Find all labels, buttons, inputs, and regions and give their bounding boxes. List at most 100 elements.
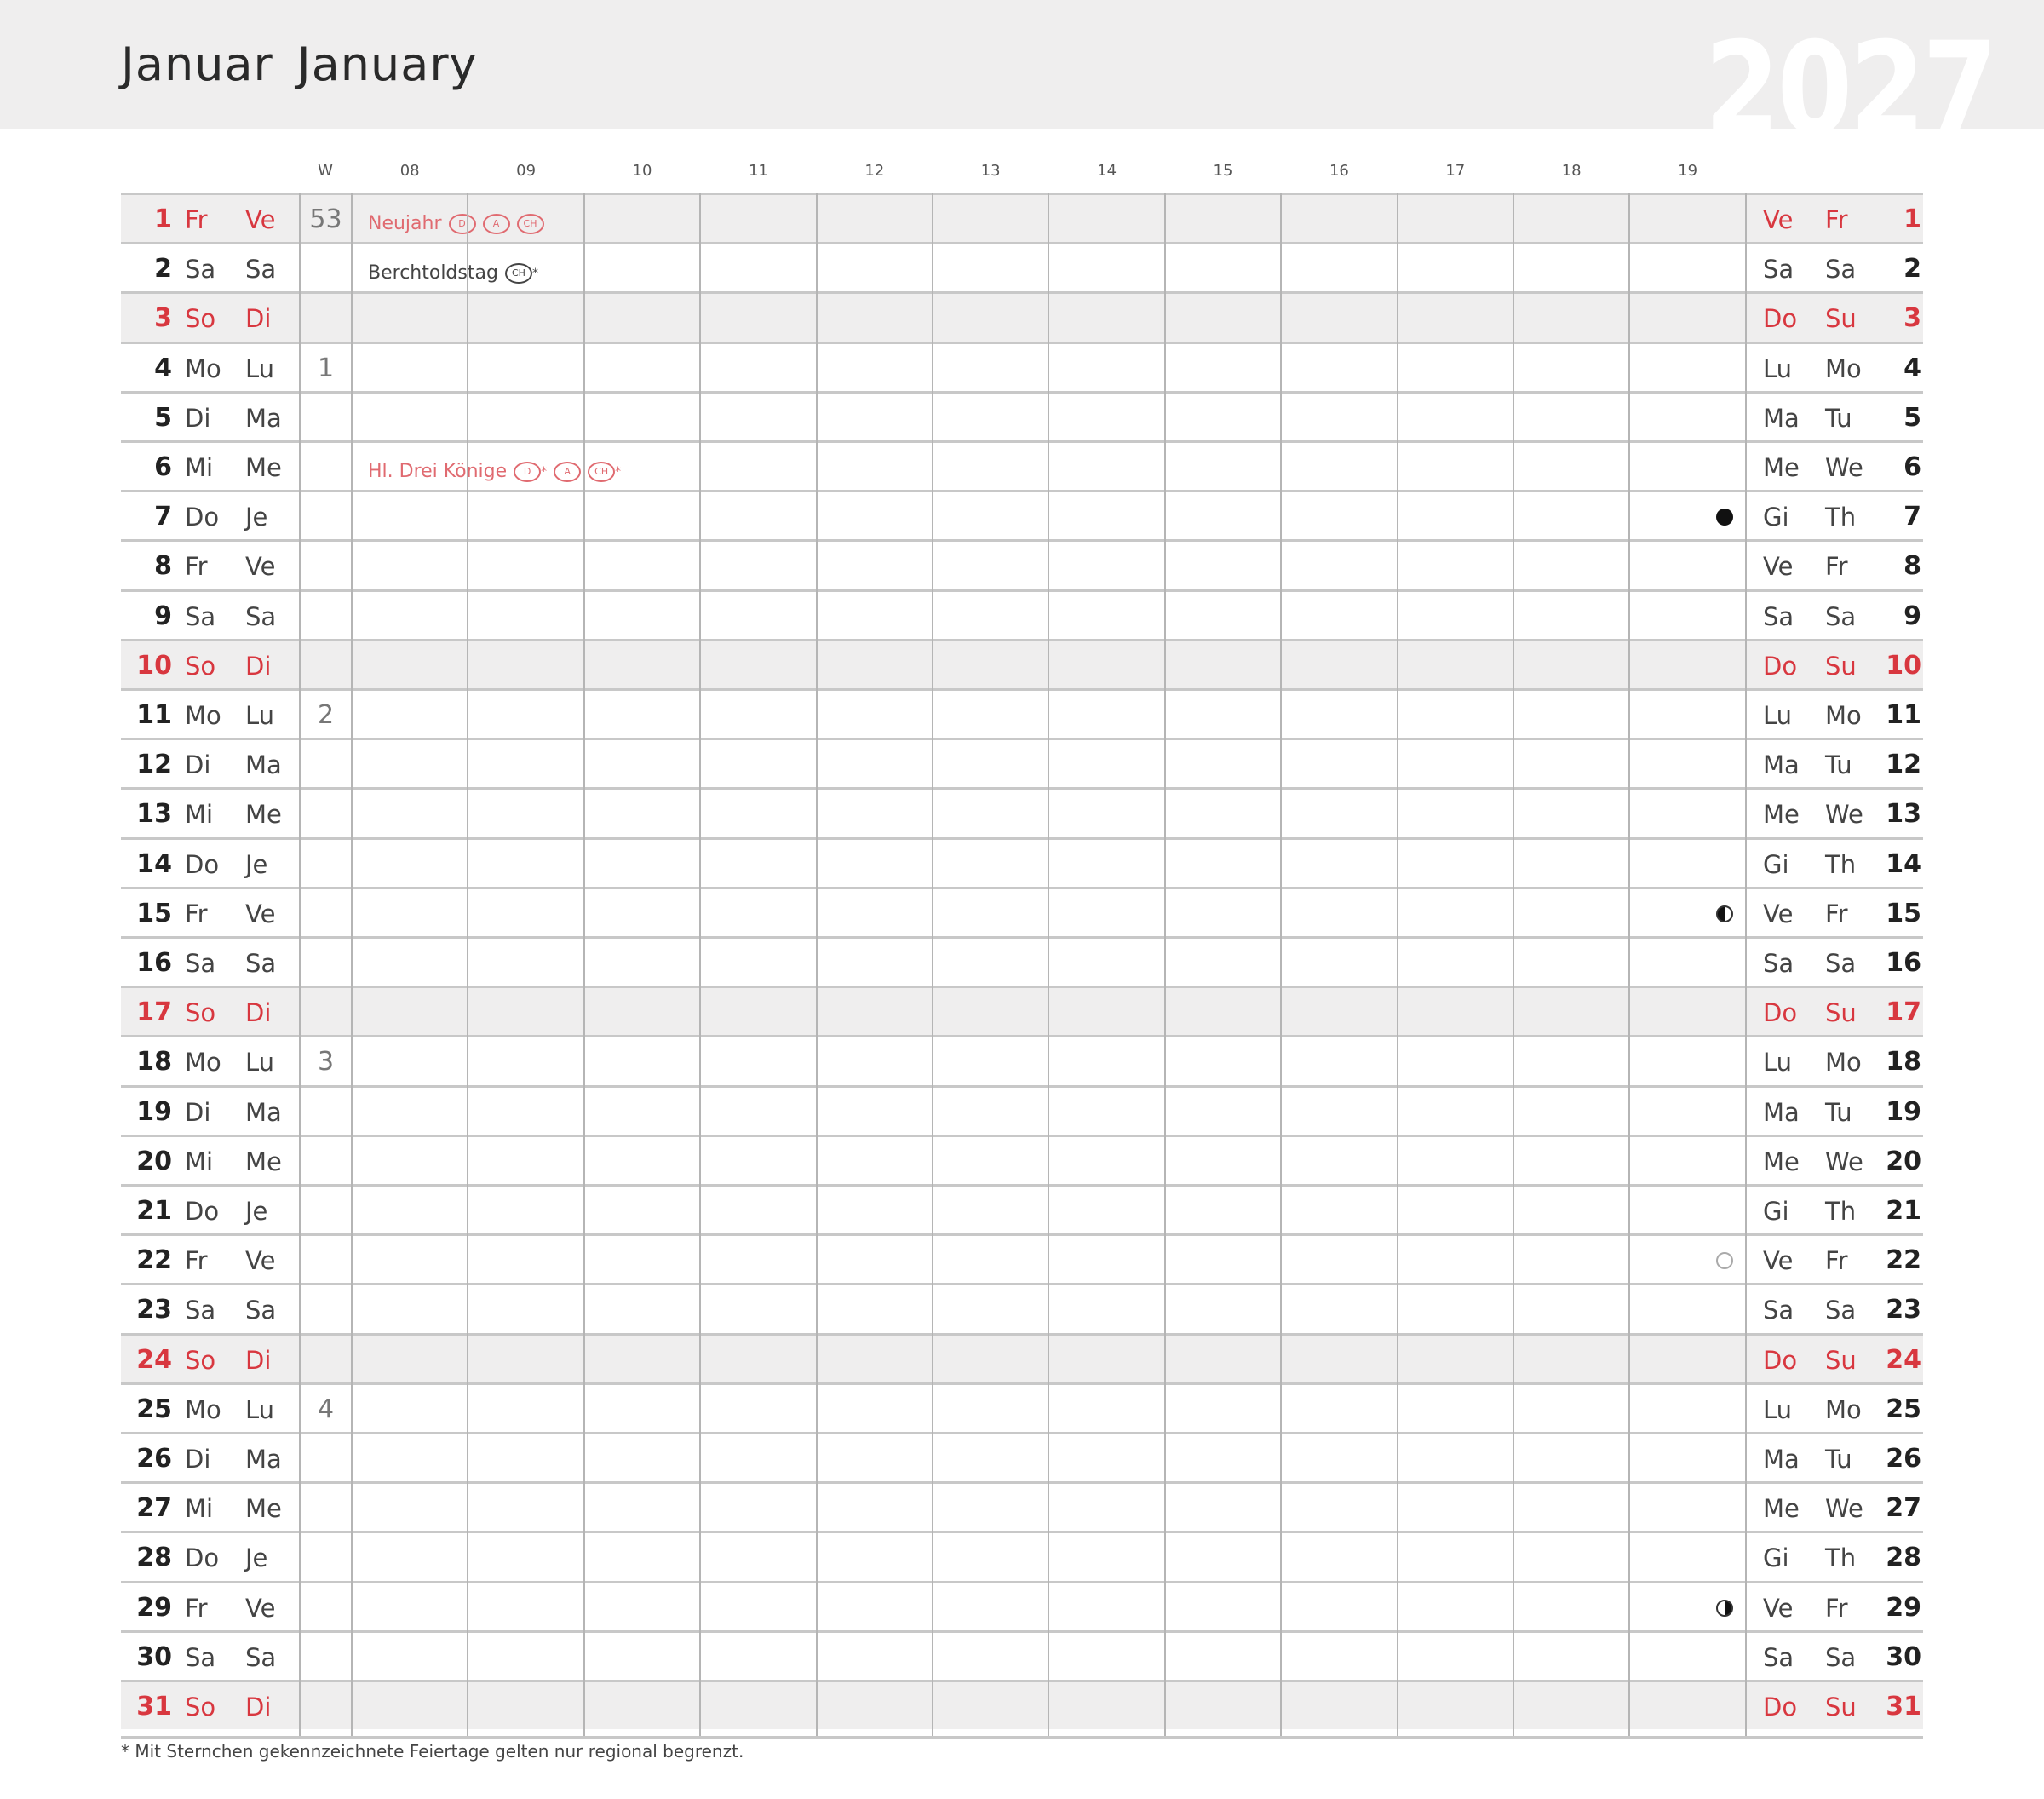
weekday-en: Mo	[1825, 701, 1862, 730]
last-quarter-icon	[1716, 1599, 1733, 1617]
weekday-it: Ve	[1763, 552, 1794, 582]
weekday-fr: Sa	[245, 1296, 277, 1325]
day-number-right: 5	[1903, 402, 1921, 433]
country-badge-icon: CH	[588, 462, 616, 482]
weekday-de: Mo	[185, 1394, 221, 1424]
day-row[interactable]: 27 Mi Me Me We 27	[121, 1481, 1923, 1531]
weekday-en: Th	[1825, 503, 1857, 532]
day-row[interactable]: 13 Mi Me Me We 13	[121, 787, 1923, 836]
weekday-fr: Ve	[245, 552, 276, 582]
day-row[interactable]: 28 Do Je Gi Th 28	[121, 1531, 1923, 1580]
day-row[interactable]: 17 So Di Do Su 17	[121, 986, 1923, 1036]
day-row[interactable]: 26 Di Ma Ma Tu 26	[121, 1432, 1923, 1481]
weekday-it: Ve	[1763, 205, 1794, 234]
day-row[interactable]: 31 So Di Do Su 31	[121, 1680, 1923, 1730]
holiday-label: Berchtoldstag CH *	[368, 259, 538, 288]
day-row[interactable]: 20 Mi Me Me We 20	[121, 1134, 1923, 1184]
day-number: 14	[136, 848, 172, 879]
day-row[interactable]: 23 Sa Sa Sa Sa 23	[121, 1283, 1923, 1332]
weekday-fr: Lu	[245, 353, 275, 383]
weekday-de: Do	[185, 849, 220, 879]
day-number-right: 16	[1886, 948, 1921, 978]
day-number: 24	[136, 1344, 172, 1375]
day-row[interactable]: 25 Mo Lu 4 Lu Mo 25	[121, 1382, 1923, 1432]
day-row[interactable]: 10 So Di Do Su 10	[121, 638, 1923, 688]
weekday-en: Su	[1825, 651, 1857, 681]
day-number-right: 20	[1886, 1146, 1921, 1176]
day-number: 16	[136, 948, 172, 978]
day-number-right: 26	[1886, 1444, 1921, 1474]
day-row[interactable]: 21 Do Je Gi Th 21	[121, 1184, 1923, 1233]
weekday-it: Ve	[1763, 1246, 1794, 1276]
day-number-right: 19	[1886, 1096, 1921, 1127]
weekday-fr: Ve	[245, 1246, 276, 1276]
country-badge-icon: D	[514, 462, 542, 482]
weekday-en: We	[1825, 800, 1863, 830]
weekday-it: Me	[1763, 800, 1800, 830]
weekday-en: Tu	[1825, 1445, 1852, 1474]
day-number-right: 6	[1903, 452, 1921, 482]
weekday-de: Mi	[185, 1494, 214, 1524]
day-number-right: 25	[1886, 1394, 1921, 1424]
weekday-fr: Sa	[245, 1642, 277, 1672]
regional-star: *	[531, 267, 538, 281]
day-number-right: 23	[1886, 1295, 1921, 1325]
weekday-de: So	[185, 998, 216, 1028]
day-row[interactable]: 1 Fr Ve 53 Neujahr D A CH Ve Fr 1	[121, 193, 1923, 243]
day-row[interactable]: 18 Mo Lu 3 Lu Mo 18	[121, 1035, 1923, 1084]
day-row[interactable]: 8 Fr Ve Ve Fr 8	[121, 539, 1923, 589]
weekday-fr: Sa	[245, 601, 277, 631]
weekday-de: Mo	[185, 353, 221, 383]
weekday-de: Fr	[185, 899, 208, 928]
day-number: 4	[154, 353, 172, 383]
day-row[interactable]: 11 Mo Lu 2 Lu Mo 11	[121, 688, 1923, 738]
weekday-en: Tu	[1825, 403, 1852, 433]
weekday-en: Fr	[1825, 1246, 1848, 1276]
weekday-it: Lu	[1763, 1048, 1793, 1078]
weekday-it: Lu	[1763, 1394, 1793, 1424]
weekday-fr: Ma	[245, 403, 282, 433]
day-row[interactable]: 16 Sa Sa Sa Sa 16	[121, 936, 1923, 986]
day-number-right: 28	[1886, 1543, 1921, 1573]
day-row[interactable]: 22 Fr Ve Ve Fr 22	[121, 1233, 1923, 1283]
day-row[interactable]: 24 So Di Do Su 24	[121, 1332, 1923, 1382]
day-row[interactable]: 15 Fr Ve Ve Fr 15	[121, 886, 1923, 936]
weekday-it: Lu	[1763, 353, 1793, 383]
weekday-fr: Sa	[245, 949, 277, 978]
hour-label: 10	[632, 162, 652, 180]
day-row[interactable]: 2 Sa Sa Berchtoldstag CH * Sa Sa 2	[121, 242, 1923, 291]
day-row[interactable]: 29 Fr Ve Ve Fr 29	[121, 1580, 1923, 1630]
day-row[interactable]: 4 Mo Lu 1 Lu Mo 4	[121, 341, 1923, 391]
day-number: 11	[136, 700, 172, 730]
week-number: 53	[309, 204, 342, 234]
weekday-it: Gi	[1763, 1543, 1789, 1573]
day-row[interactable]: 12 Di Ma Ma Tu 12	[121, 738, 1923, 787]
weekday-de: Sa	[185, 601, 216, 631]
day-row[interactable]: 9 Sa Sa Sa Sa 9	[121, 589, 1923, 639]
weekday-it: Gi	[1763, 849, 1789, 879]
country-badge-icon: D	[448, 214, 476, 234]
day-number-right: 18	[1886, 1047, 1921, 1078]
day-row[interactable]: 7 Do Je Gi Th 7	[121, 490, 1923, 539]
grid-column-line	[1628, 193, 1631, 1738]
hour-label: 11	[748, 162, 768, 180]
holiday-name: Hl. Drei Könige	[368, 461, 508, 482]
weekday-en: Th	[1825, 1543, 1857, 1573]
day-row[interactable]: 19 Di Ma Ma Tu 19	[121, 1084, 1923, 1135]
weekday-fr: Ma	[245, 750, 282, 780]
day-row[interactable]: 30 Sa Sa Sa Sa 30	[121, 1629, 1923, 1680]
day-number-right: 2	[1903, 254, 1921, 285]
day-row[interactable]: 14 Do Je Gi Th 14	[121, 836, 1923, 887]
day-row[interactable]: 3 So Di Do Su 3	[121, 291, 1923, 342]
regional-star: *	[615, 465, 622, 479]
day-number-right: 7	[1903, 502, 1921, 532]
day-number: 31	[136, 1692, 172, 1721]
weekday-fr: Di	[245, 1345, 272, 1375]
weekday-fr: Je	[245, 849, 268, 879]
day-number: 19	[136, 1096, 172, 1127]
day-row[interactable]: 5 Di Ma Ma Tu 5	[121, 390, 1923, 440]
day-number-right: 12	[1886, 750, 1921, 780]
country-badge-icon: A	[554, 462, 582, 482]
weekday-fr: Ve	[245, 899, 276, 928]
day-row[interactable]: 6 Mi Me Hl. Drei Könige D * A CH * Me We 6	[121, 440, 1923, 490]
